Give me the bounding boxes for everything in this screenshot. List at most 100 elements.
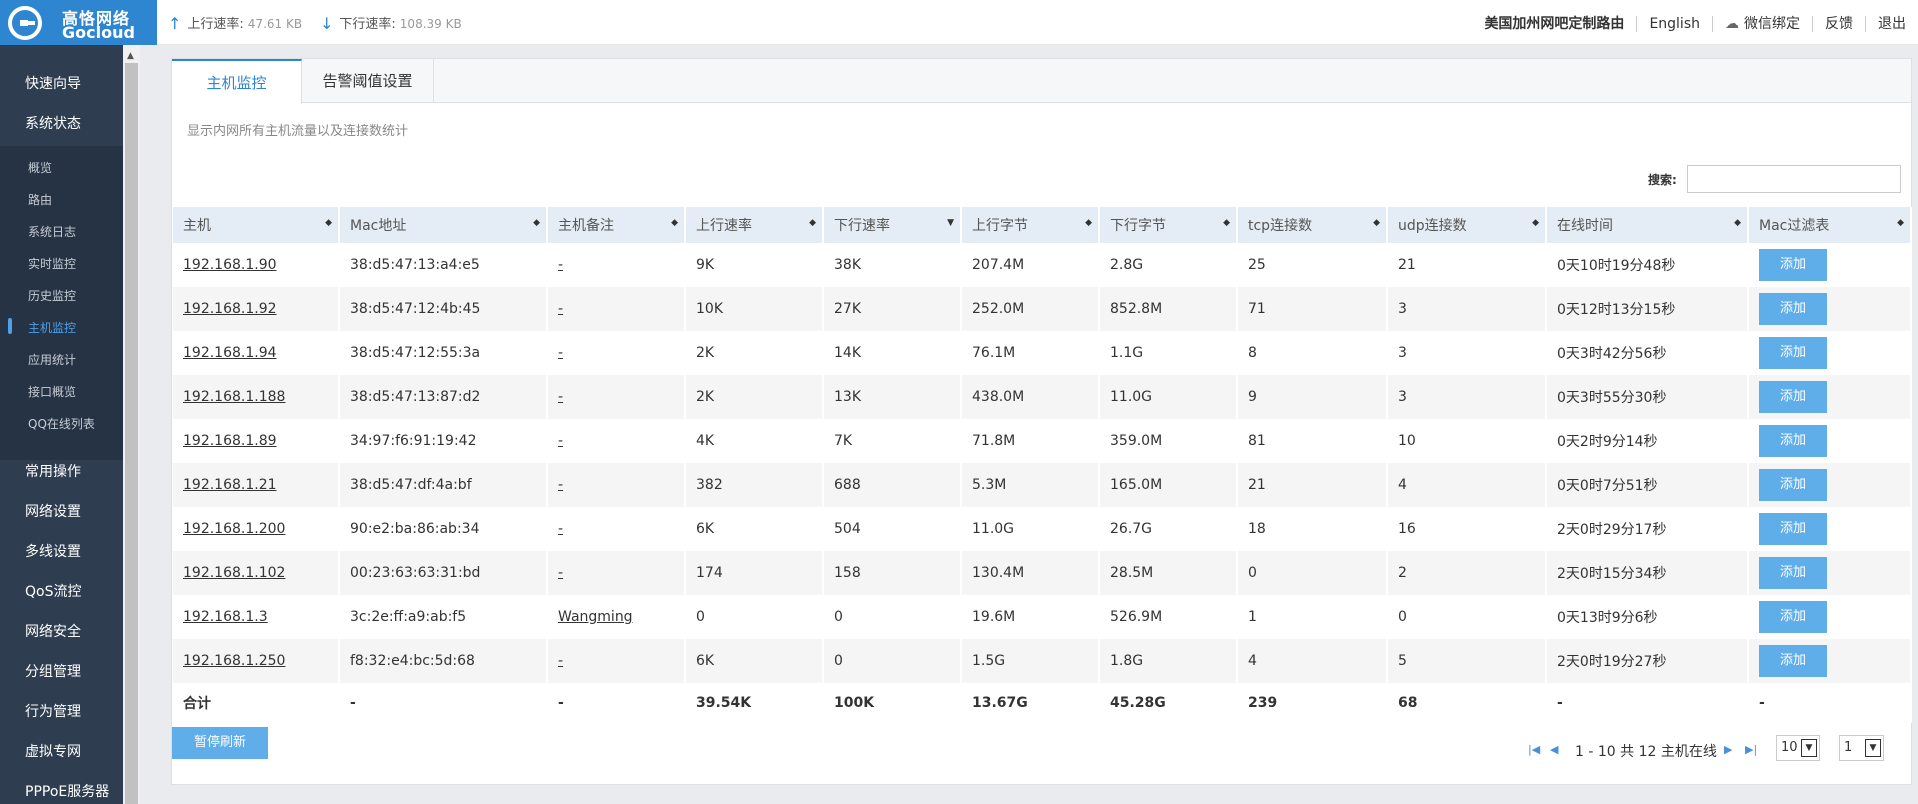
note-link[interactable]: - [558, 433, 564, 449]
sort-icon[interactable]: ◆ [1223, 218, 1230, 228]
nav-pppoe-server[interactable]: PPPoE服务器 [25, 784, 110, 800]
nav-behavior-management[interactable]: 行为管理 [25, 704, 81, 720]
prev-page-icon[interactable]: ◀ [1550, 743, 1559, 756]
sort-icon[interactable]: ◆ [1734, 218, 1741, 228]
nav-host-monitor[interactable]: 主机监控 [28, 321, 77, 335]
table-row: 192.168.1.92 38:d5:47:12:4b:45- 10K 27K 252.… [173, 287, 1912, 331]
nav-system-status[interactable]: 系统状态 [25, 116, 81, 132]
note-link[interactable]: - [558, 521, 564, 537]
host-note-cell: Wangming [547, 595, 686, 639]
nav-group-management[interactable]: 分组管理 [25, 664, 81, 680]
nav-vpn[interactable]: 虚拟专网 [25, 744, 81, 760]
nav-realtime-monitor[interactable]: 实时监控 [28, 257, 77, 271]
nav-quick-guide[interactable]: 快速向导 [25, 76, 81, 92]
add-mac-filter-button[interactable]: 添加 [1759, 645, 1827, 677]
brand-logo[interactable]: 高恪网络 Gocloud [0, 0, 157, 45]
note-link[interactable]: - [558, 653, 564, 669]
scroll-up-icon[interactable]: ▲ [127, 51, 134, 61]
main-panel: 主机监控 告警阈值设置 显示内网所有主机流量以及连接数统计 搜索: 主机 ◆ Ma… [171, 58, 1912, 785]
next-page-icon[interactable]: ▶ [1724, 743, 1733, 756]
host-link[interactable]: 192.168.1.90 [183, 257, 277, 273]
add-mac-filter-button[interactable]: 添加 [1759, 513, 1827, 545]
sort-icon[interactable]: ◆ [533, 218, 540, 228]
column-header[interactable]: 上行速率 ◆ [685, 207, 824, 243]
column-header[interactable]: udp连接数 ◆ [1387, 207, 1547, 243]
host-link[interactable]: 192.168.1.188 [183, 389, 286, 405]
column-header[interactable]: 下行字节 ◆ [1099, 207, 1238, 243]
add-mac-filter-button[interactable]: 添加 [1759, 293, 1827, 325]
upload-bytes-cell: 5.3M [961, 463, 1100, 507]
column-header[interactable]: 主机备注 ◆ [547, 207, 686, 243]
host-link[interactable]: 192.168.1.3 [183, 609, 268, 625]
scrollbar-thumb[interactable] [125, 63, 138, 804]
host-link[interactable]: 192.168.1.94 [183, 345, 277, 361]
column-header[interactable]: 主机 ◆ [173, 207, 340, 243]
wechat-bind-link[interactable]: ☁ 微信绑定 [1712, 16, 1812, 32]
add-mac-filter-button[interactable]: 添加 [1759, 469, 1827, 501]
add-mac-filter-button[interactable]: 添加 [1759, 425, 1827, 457]
sort-icon[interactable]: ◆ [1532, 218, 1539, 228]
add-mac-filter-button[interactable]: 添加 [1759, 249, 1827, 281]
sort-icon[interactable]: ◆ [1897, 218, 1904, 228]
add-mac-filter-button[interactable]: 添加 [1759, 557, 1827, 589]
add-mac-filter-button[interactable]: 添加 [1759, 337, 1827, 369]
note-link[interactable]: Wangming [558, 609, 633, 625]
nav-app-stats[interactable]: 应用统计 [28, 353, 77, 367]
nav-network-security[interactable]: 网络安全 [25, 624, 81, 640]
page-size-select[interactable]: 10 ▼ [1776, 735, 1820, 761]
sidebar-scrollbar[interactable]: ▲ [123, 45, 140, 804]
pause-refresh-button[interactable]: 暂停刷新 [172, 727, 268, 759]
nav-multiline[interactable]: 多线设置 [25, 544, 81, 560]
nav-overview[interactable]: 概览 [28, 161, 53, 175]
host-link[interactable]: 192.168.1.102 [183, 565, 286, 581]
upload-bytes-cell: 207.4M [961, 243, 1100, 287]
mac-address-cell: 34:97:f6:91:19:42 [339, 419, 548, 463]
host-link[interactable]: 192.168.1.250 [183, 653, 286, 669]
column-header[interactable]: tcp连接数 ◆ [1237, 207, 1388, 243]
language-link[interactable]: English [1636, 16, 1712, 32]
last-page-icon[interactable]: ▶| [1745, 743, 1758, 756]
sort-desc-icon[interactable]: ▼ [947, 218, 954, 228]
add-mac-filter-button[interactable]: 添加 [1759, 381, 1827, 413]
note-link[interactable]: - [558, 345, 564, 361]
tab-alert-threshold[interactable]: 告警阈值设置 [302, 59, 434, 103]
nav-network-settings[interactable]: 网络设置 [25, 504, 81, 520]
host-link[interactable]: 192.168.1.89 [183, 433, 277, 449]
nav-history-monitor[interactable]: 历史监控 [28, 289, 77, 303]
page-number-select[interactable]: 1 ▼ [1839, 735, 1884, 761]
host-link[interactable]: 192.168.1.21 [183, 477, 277, 493]
sort-icon[interactable]: ◆ [671, 218, 678, 228]
tab-host-monitor[interactable]: 主机监控 [172, 59, 302, 104]
nav-common-ops[interactable]: 常用操作 [25, 464, 81, 480]
mac-address-cell: 38:d5:47:12:4b:45 [339, 287, 548, 331]
note-link[interactable]: - [558, 565, 564, 581]
note-link[interactable]: - [558, 389, 564, 405]
column-header[interactable]: 在线时间 ◆ [1546, 207, 1749, 243]
nav-route[interactable]: 路由 [28, 193, 53, 207]
sort-icon[interactable]: ◆ [1373, 218, 1380, 228]
host-link[interactable]: 192.168.1.200 [183, 521, 286, 537]
first-page-icon[interactable]: |◀ [1528, 743, 1541, 756]
nav-qq-online[interactable]: QQ在线列表 [28, 417, 95, 431]
host-link[interactable]: 192.168.1.92 [183, 301, 277, 317]
nav-qos[interactable]: QoS流控 [25, 584, 82, 600]
note-link[interactable]: - [558, 477, 564, 493]
column-header[interactable]: Mac过滤表 ◆ [1748, 207, 1912, 243]
column-header[interactable]: 下行速率 ▼ [823, 207, 962, 243]
sort-icon[interactable]: ◆ [809, 218, 816, 228]
add-mac-filter-button[interactable]: 添加 [1759, 601, 1827, 633]
router-name-link[interactable]: 美国加州网吧定制路由 [1484, 16, 1625, 32]
column-header[interactable]: Mac地址 ◆ [339, 207, 548, 243]
column-header[interactable]: 上行字节 ◆ [961, 207, 1100, 243]
feedback-link[interactable]: 反馈 [1812, 16, 1865, 32]
search-input[interactable] [1687, 165, 1901, 193]
mac-address-cell: 38:d5:47:12:55:3a [339, 331, 548, 375]
nav-interface-overview[interactable]: 接口概览 [28, 385, 77, 399]
udp-count-cell: 0 [1387, 595, 1547, 639]
nav-system-log[interactable]: 系统日志 [28, 225, 77, 239]
sort-icon[interactable]: ◆ [1085, 218, 1092, 228]
note-link[interactable]: - [558, 301, 564, 317]
note-link[interactable]: - [558, 257, 564, 273]
sort-icon[interactable]: ◆ [325, 218, 332, 228]
logout-link[interactable]: 退出 [1865, 16, 1918, 32]
